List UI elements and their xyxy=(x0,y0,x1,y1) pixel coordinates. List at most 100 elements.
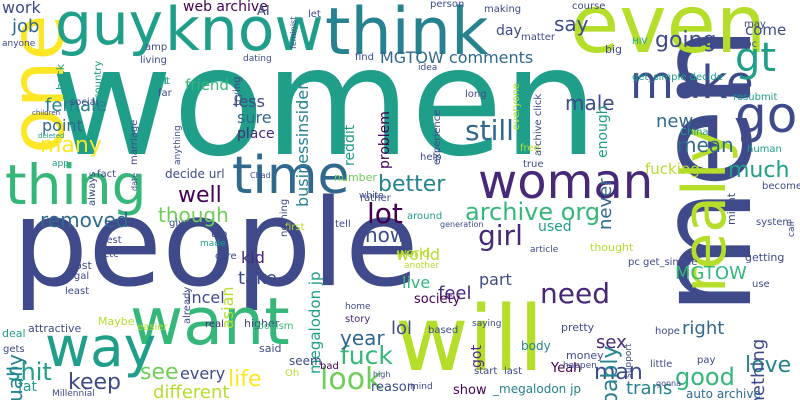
cloud-word: mean xyxy=(677,133,734,157)
cloud-word: system xyxy=(756,217,793,228)
cloud-word: home xyxy=(345,302,371,312)
cloud-word: will xyxy=(395,287,544,392)
cloud-word: call xyxy=(787,221,797,237)
cloud-word: fact xyxy=(97,169,117,180)
cloud-word: Chad xyxy=(250,171,271,180)
cloud-word: well xyxy=(178,183,222,208)
cloud-word: right xyxy=(682,318,725,339)
cloud-word: already xyxy=(182,286,193,324)
cloud-word: new xyxy=(656,111,694,132)
cloud-word: mind xyxy=(410,382,433,392)
cloud-word: marriage xyxy=(129,119,140,165)
cloud-word: article xyxy=(530,245,559,255)
cloud-word: every xyxy=(180,364,226,383)
cloud-word: amp xyxy=(145,42,168,53)
cloud-word: body xyxy=(521,339,551,353)
cloud-word: still xyxy=(465,114,514,147)
cloud-word: take xyxy=(238,268,277,289)
cloud-word: use xyxy=(752,279,770,290)
cloud-word: need xyxy=(540,277,610,310)
cloud-word: based xyxy=(428,325,459,336)
cloud-word: number xyxy=(334,171,377,184)
cloud-word: year xyxy=(340,326,385,350)
cloud-word: fit xyxy=(158,76,169,87)
cloud-word: think xyxy=(325,0,489,70)
cloud-word: free xyxy=(520,143,540,154)
cloud-word: anything xyxy=(173,124,183,165)
cloud-word: see xyxy=(140,360,179,385)
cloud-word: attractive xyxy=(28,322,82,335)
cloud-word: women xyxy=(50,16,598,190)
cloud-word: come xyxy=(745,21,787,39)
cloud-word: made xyxy=(200,239,226,249)
cloud-word: day xyxy=(496,23,522,39)
cloud-word: generation xyxy=(440,220,484,229)
cloud-word: deal xyxy=(2,327,26,340)
cloud-word: work xyxy=(2,0,41,17)
cloud-word: become xyxy=(762,181,800,192)
cloud-word: thought xyxy=(590,241,634,254)
cloud-word: true xyxy=(523,159,544,170)
cloud-word: HIV xyxy=(632,37,648,47)
cloud-word: gt xyxy=(735,35,777,81)
cloud-word: people xyxy=(12,175,419,314)
cloud-word: kid xyxy=(241,248,265,267)
cloud-word: bad xyxy=(320,361,339,372)
cloud-word: sex xyxy=(596,332,627,353)
cloud-word: want xyxy=(130,285,290,360)
cloud-word: happen xyxy=(563,361,597,371)
cloud-word: incel xyxy=(187,288,225,307)
cloud-word: different xyxy=(153,382,230,400)
cloud-word: point xyxy=(42,116,83,135)
cloud-word: everyone xyxy=(511,83,522,130)
cloud-word: life xyxy=(228,367,262,392)
cloud-word: idea xyxy=(418,63,438,73)
cloud-word: resubmit xyxy=(733,92,778,103)
cloud-word: enough xyxy=(595,105,611,159)
cloud-word: back xyxy=(54,64,67,91)
cloud-word: AI xyxy=(257,4,270,19)
cloud-word: keep xyxy=(68,370,121,395)
cloud-word: sure xyxy=(237,108,272,127)
cloud-word: support xyxy=(624,343,634,378)
cloud-word: top xyxy=(211,229,228,240)
cloud-word: trying xyxy=(232,76,243,106)
cloud-word: fucking xyxy=(645,160,700,178)
cloud-word: seem xyxy=(289,354,322,368)
cloud-word: thing xyxy=(5,153,147,217)
cloud-word: country xyxy=(93,60,104,99)
cloud-word: saying xyxy=(472,319,502,329)
cloud-word: archive org xyxy=(465,198,601,226)
cloud-word: feminist xyxy=(289,16,298,50)
cloud-word: always xyxy=(87,171,98,206)
cloud-word: know xyxy=(165,0,324,65)
cloud-word: start xyxy=(474,366,498,377)
cloud-word: long xyxy=(465,89,487,100)
cloud-word: nothing xyxy=(279,198,290,237)
cloud-word: woman xyxy=(478,154,654,210)
cloud-word: reason xyxy=(371,380,415,395)
cloud-word: part xyxy=(479,270,512,289)
cloud-word: reddit xyxy=(342,124,358,167)
cloud-word: making xyxy=(484,4,522,15)
cloud-word: deleted xyxy=(38,132,65,140)
cloud-word: girl xyxy=(478,219,523,252)
cloud-word: businessinsider xyxy=(293,83,312,207)
cloud-word: removed xyxy=(40,208,129,232)
cloud-word: lot xyxy=(367,197,403,230)
cloud-word: last xyxy=(504,366,523,377)
cloud-word: course xyxy=(572,1,606,12)
cloud-word: even xyxy=(570,0,767,71)
cloud-word: auto archive xyxy=(686,387,761,400)
cloud-word: hope xyxy=(655,326,680,337)
cloud-word: dating xyxy=(243,54,272,64)
cloud-word: far xyxy=(158,88,172,99)
cloud-word: way xyxy=(45,315,157,379)
cloud-word: society xyxy=(414,292,461,307)
cloud-word: help xyxy=(420,152,442,163)
cloud-word: decide url xyxy=(165,167,225,181)
cloud-word: show xyxy=(453,383,487,398)
cloud-word: much xyxy=(728,158,790,183)
cloud-word: give xyxy=(169,218,191,229)
